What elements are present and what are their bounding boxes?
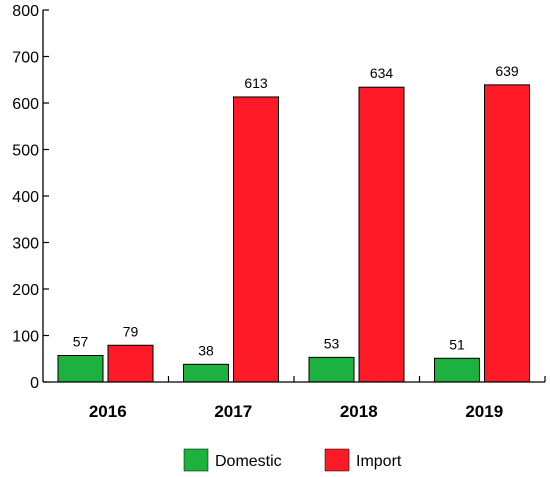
y-tick-label: 500 [12, 143, 39, 160]
bar-import-2018 [358, 86, 405, 383]
bar-import-2019 [484, 84, 530, 383]
x-category-label: 2019 [465, 402, 503, 421]
data-label-import-2016: 79 [123, 323, 139, 339]
legend-label-import: Import [356, 453, 402, 470]
legend-swatch-import [324, 448, 350, 472]
data-label-import-2018: 634 [370, 65, 394, 81]
bar-domestic-2017 [183, 363, 229, 383]
legend-swatch-domestic [183, 448, 209, 472]
data-label-domestic-2017: 38 [198, 342, 214, 358]
bar-domestic-2019 [434, 357, 480, 383]
data-label-import-2019: 639 [495, 63, 519, 79]
bar-import-2017 [233, 96, 279, 383]
y-tick-label: 0 [30, 375, 39, 392]
data-label-domestic-2019: 51 [449, 336, 465, 352]
y-tick-label: 800 [12, 3, 39, 20]
y-tick-label: 200 [12, 282, 39, 299]
x-category-label: 2017 [214, 402, 252, 421]
x-category-label: 2018 [340, 402, 378, 421]
y-tick-label: 400 [12, 189, 39, 206]
bar-import-2016 [107, 344, 154, 383]
legend: Domestic Import [183, 448, 402, 472]
data-label-import-2017: 613 [244, 75, 268, 91]
y-tick-label: 600 [12, 96, 39, 113]
data-label-domestic-2016: 57 [73, 333, 89, 349]
x-category-label: 2016 [89, 402, 127, 421]
y-axis: 0 100 200 300 400 500 600 700 800 [12, 3, 49, 392]
bar-domestic-2018 [308, 356, 355, 383]
legend-label-domestic: Domestic [215, 453, 282, 470]
y-tick-label: 700 [12, 50, 39, 67]
data-labels: 57 79 38 613 53 634 51 639 [73, 63, 519, 358]
bars [57, 84, 530, 383]
y-tick-label: 100 [12, 329, 39, 346]
bar-domestic-2016 [57, 354, 104, 383]
y-tick-label: 300 [12, 236, 39, 253]
data-label-domestic-2018: 53 [324, 335, 340, 351]
x-axis: 2016 2017 2018 2019 [43, 376, 546, 421]
